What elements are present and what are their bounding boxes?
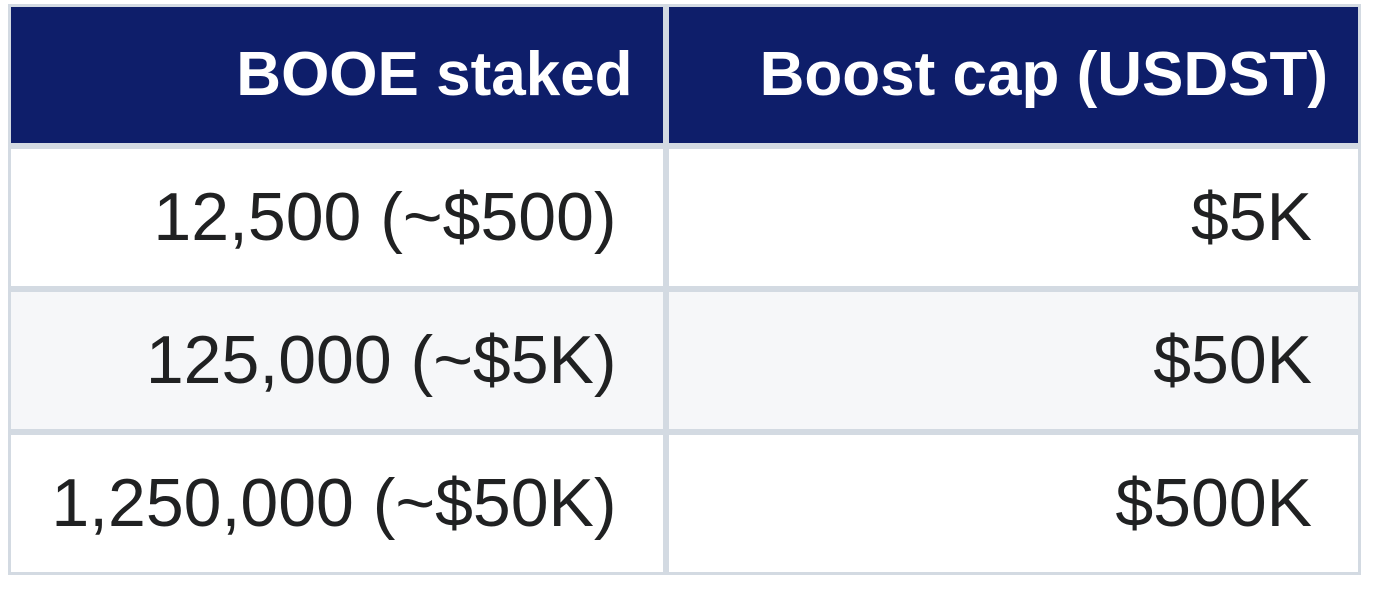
staking-boost-table: BOOE staked Boost cap (USDST) 12,500 (~$… [8,4,1361,575]
column-header-booe-staked: BOOE staked [8,4,666,146]
cell-boost-cap: $5K [665,145,1361,289]
column-header-boost-cap: Boost cap (USDST) [665,4,1361,146]
table-row: 1,250,000 (~$50K) $500K [8,431,1361,575]
table-row: 125,000 (~$5K) $50K [8,288,1361,432]
page: BOOE staked Boost cap (USDST) 12,500 (~$… [8,4,1361,575]
cell-boost-cap: $50K [665,288,1361,432]
cell-booe-staked: 1,250,000 (~$50K) [8,431,666,575]
cell-booe-staked: 125,000 (~$5K) [8,288,666,432]
table-row: 12,500 (~$500) $5K [8,145,1361,289]
cell-booe-staked: 12,500 (~$500) [8,145,666,289]
cell-boost-cap: $500K [665,431,1361,575]
header-row: BOOE staked Boost cap (USDST) [8,4,1361,146]
